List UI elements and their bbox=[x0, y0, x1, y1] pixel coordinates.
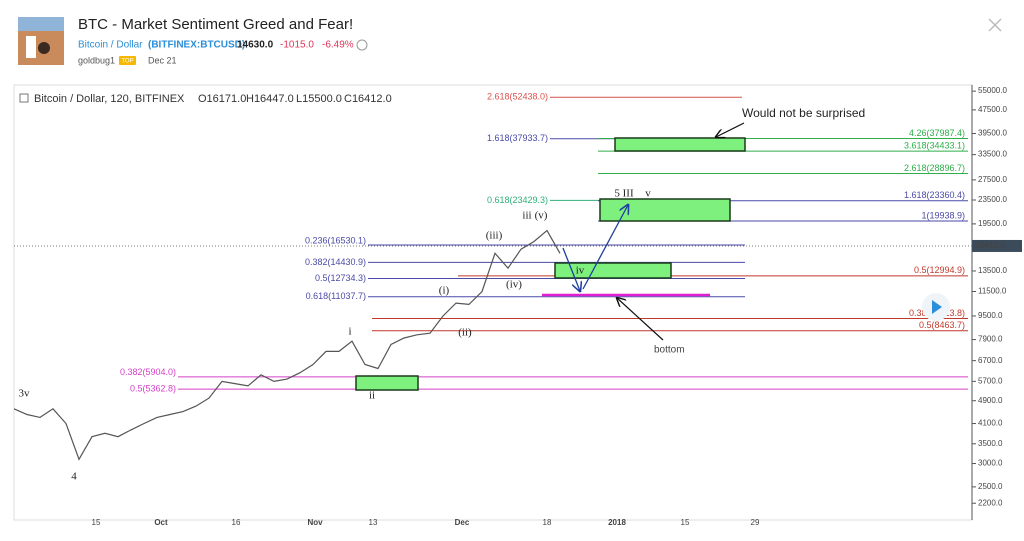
wave-arrow bbox=[582, 205, 628, 290]
y-tick-label: 19500.0 bbox=[978, 219, 1007, 228]
y-tick-label: 3500.0 bbox=[978, 439, 1003, 448]
wave-label: (i) bbox=[439, 285, 450, 297]
wave-label: (v) bbox=[535, 210, 548, 222]
date: Dec 21 bbox=[148, 55, 177, 65]
annotation: bottom bbox=[654, 345, 685, 356]
wave-arrow bbox=[562, 247, 580, 291]
y-tick-label: 23500.0 bbox=[978, 195, 1007, 204]
y-tick-label: 55000.0 bbox=[978, 86, 1007, 95]
x-tick-label: 15 bbox=[92, 518, 101, 527]
legend-low: L15500.0 bbox=[296, 93, 342, 105]
fib-label: 2.618(28896.7) bbox=[904, 163, 965, 173]
fib-label: 3.618(34433.1) bbox=[904, 140, 965, 150]
price: 14630.0 bbox=[237, 40, 274, 51]
badge: TOP bbox=[121, 59, 133, 65]
x-tick-label: 16 bbox=[232, 518, 241, 527]
fib-label: 0.236(16530.1) bbox=[305, 235, 366, 245]
x-tick-label: 29 bbox=[751, 518, 760, 527]
fib-label: 0.5(8463.7) bbox=[919, 320, 965, 330]
y-tick-label: 4900.0 bbox=[978, 396, 1003, 405]
note-arrow bbox=[716, 122, 745, 137]
y-tick-label: 39500.0 bbox=[978, 129, 1007, 138]
y-tick-label: 2500.0 bbox=[978, 482, 1003, 491]
target-box bbox=[599, 198, 731, 222]
title: BTC - Market Sentiment Greed and Fear! bbox=[78, 16, 353, 33]
exchange[interactable]: (BITFINEX:BTCUSD) bbox=[148, 40, 245, 51]
y-tick-label: 13500.0 bbox=[978, 266, 1007, 275]
x-tick-label: 15 bbox=[681, 518, 690, 527]
alert-icon[interactable] bbox=[356, 39, 368, 51]
fib-label: 0.382(14430.9) bbox=[305, 257, 366, 267]
y-tick-label: 9500.0 bbox=[978, 311, 1003, 320]
y-tick-label: 47500.0 bbox=[978, 105, 1007, 114]
badge-bg bbox=[119, 56, 136, 65]
price-line bbox=[13, 229, 561, 461]
note-arrow bbox=[617, 298, 664, 341]
y-tick-label: 11500.0 bbox=[978, 287, 1007, 296]
y-tick-label: 6700.0 bbox=[978, 356, 1003, 365]
annotation: Would not be surprised bbox=[742, 106, 865, 120]
avatar bbox=[18, 17, 64, 65]
wave-label: ii bbox=[369, 390, 375, 402]
y-tick-label: 7900.0 bbox=[978, 335, 1003, 344]
last-price-label: 16412.0 bbox=[976, 241, 1005, 250]
wave-label: 4 bbox=[71, 471, 77, 483]
x-tick-label: 2018 bbox=[608, 518, 626, 527]
x-tick-label: 13 bbox=[369, 518, 378, 527]
change-pct: -6.49% bbox=[322, 40, 354, 51]
play-icon bbox=[932, 300, 942, 314]
legend-high: H16447.0 bbox=[246, 93, 294, 105]
close-button[interactable] bbox=[988, 18, 1002, 32]
wave-label: 3v bbox=[19, 388, 31, 400]
y-tick-label: 5700.0 bbox=[978, 376, 1003, 385]
legend-symbol: Bitcoin / Dollar, 120, BITFINEX bbox=[34, 93, 185, 105]
fib-label: 1(19938.9) bbox=[921, 210, 965, 220]
target-box bbox=[554, 262, 672, 279]
collapse-icon[interactable] bbox=[19, 93, 29, 103]
fib-label: 0.382(5904.0) bbox=[120, 367, 176, 377]
y-tick-label: 4100.0 bbox=[978, 419, 1003, 428]
wave-label: (iii) bbox=[486, 230, 503, 242]
author[interactable]: goldbug1 bbox=[78, 55, 115, 65]
target-box bbox=[614, 137, 746, 152]
y-tick-label: 3000.0 bbox=[978, 459, 1003, 468]
fib-label: 0.5(5362.8) bbox=[130, 384, 176, 394]
wave-label: (ii) bbox=[458, 327, 472, 339]
wave-label: iii bbox=[522, 210, 531, 222]
wave-label: iv bbox=[576, 265, 585, 277]
fib-label: 0.618(11037.7) bbox=[306, 291, 366, 301]
target-box bbox=[355, 375, 419, 391]
fib-label: 0.618(23429.3) bbox=[487, 195, 548, 205]
wave-label: i bbox=[348, 326, 351, 338]
x-tick-label: Oct bbox=[154, 518, 168, 527]
wave-label: v bbox=[645, 188, 651, 200]
wave-label: (iv) bbox=[506, 279, 522, 291]
fib-label: 4.26(37987.4) bbox=[909, 128, 965, 138]
fib-label: 1.618(23360.4) bbox=[904, 190, 965, 200]
legend-open: O16171.0 bbox=[198, 93, 246, 105]
fib-label: 2.618(52438.0) bbox=[487, 92, 548, 102]
last-price-box bbox=[972, 239, 1022, 252]
y-tick-label: 27500.0 bbox=[978, 175, 1007, 184]
fib-label: 0.5(12994.9) bbox=[914, 265, 965, 275]
wave-label: 5 III bbox=[614, 188, 634, 200]
y-tick-label: 33500.0 bbox=[978, 150, 1007, 159]
x-tick-label: 18 bbox=[543, 518, 552, 527]
symbol[interactable]: Bitcoin / Dollar bbox=[78, 40, 143, 51]
x-tick-label: Nov bbox=[307, 518, 323, 527]
legend-close: C16412.0 bbox=[344, 93, 392, 105]
fib-label: 1.618(37933.7) bbox=[487, 133, 548, 143]
change: -1015.0 bbox=[280, 40, 314, 51]
x-tick-label: Dec bbox=[455, 518, 470, 527]
fib-label: 0.5(12734.3) bbox=[315, 273, 366, 283]
y-tick-label: 2200.0 bbox=[978, 498, 1003, 507]
